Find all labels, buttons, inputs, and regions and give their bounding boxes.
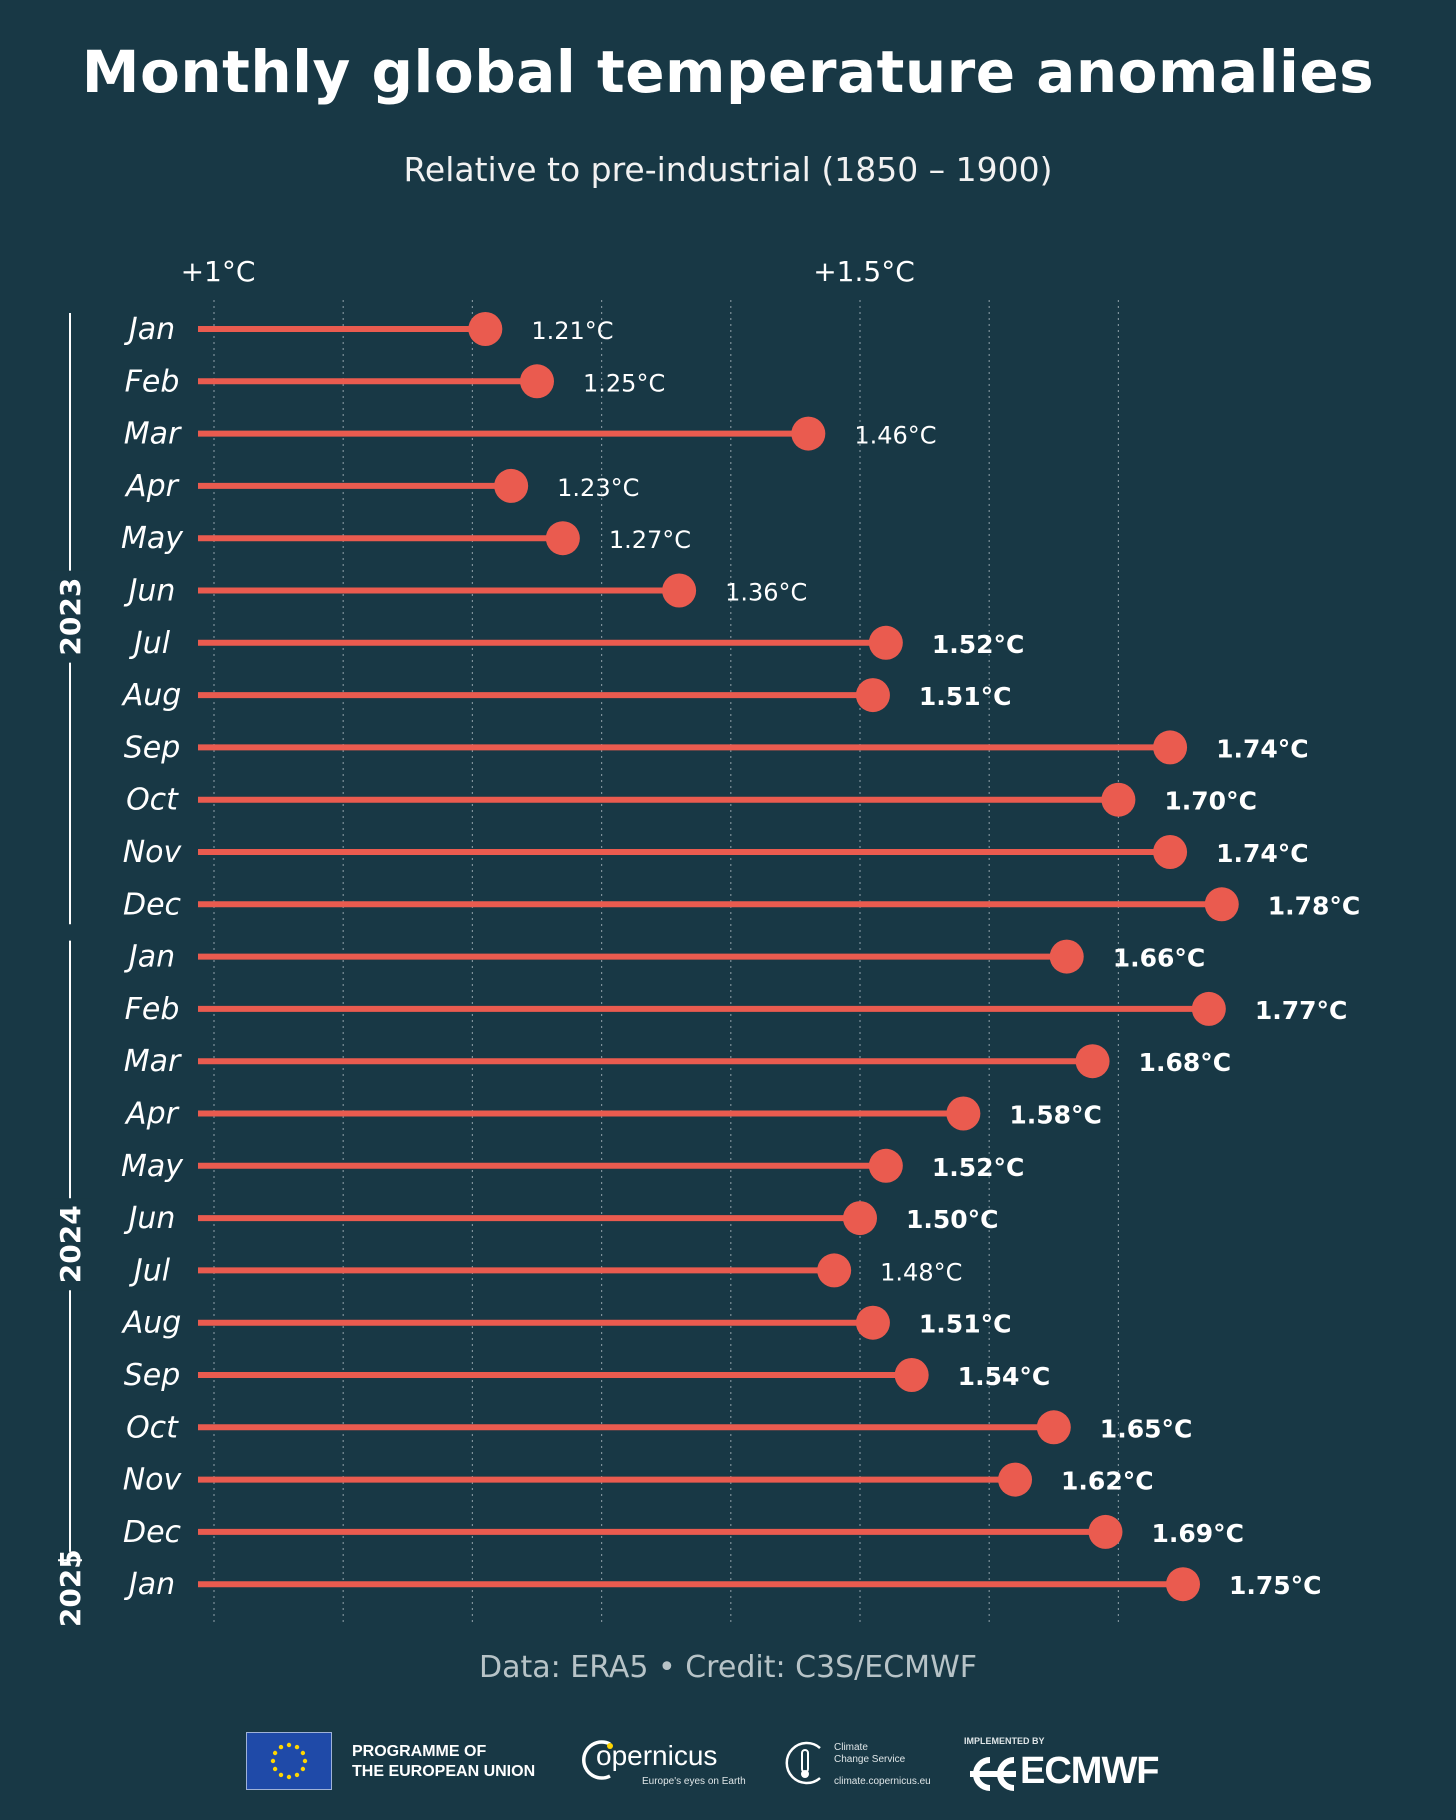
value-label: 1.23°C: [557, 474, 639, 502]
lollipop-dot: [1049, 939, 1084, 974]
lollipop-dot: [817, 1253, 852, 1288]
lollipop-dot: [468, 312, 503, 346]
value-label: 1.51°C: [919, 1310, 1012, 1339]
c3s-name: Climate Change Service: [834, 1742, 906, 1765]
month-label: Jul: [129, 626, 171, 661]
lollipop-dot: [843, 1201, 877, 1236]
page-title: Monthly global temperature anomalies: [81, 38, 1375, 106]
value-label: 1.66°C: [1113, 944, 1206, 973]
value-label: 1.52°C: [932, 1153, 1025, 1182]
value-label: 1.54°C: [958, 1362, 1051, 1391]
value-label: 1.27°C: [609, 526, 691, 554]
value-label: 1.78°C: [1268, 891, 1361, 920]
lollipop-dot: [855, 678, 890, 713]
month-label: Aug: [121, 1306, 182, 1341]
c3s-logo-icon: Climate Change Service climate.copernicu…: [780, 1734, 931, 1794]
lollipop-dot: [855, 1305, 890, 1340]
lollipop-dot: [868, 625, 903, 660]
eu-programme-text: PROGRAMME OF THE EUROPEAN UNION: [352, 1743, 536, 1780]
lollipop-dot: [894, 1358, 929, 1392]
copernicus-logo-icon: opernicus Europe's eyes on Earth: [580, 1734, 746, 1794]
lollipop-dot: [494, 468, 529, 503]
year-label: 2025: [54, 1549, 87, 1627]
month-label: Aug: [121, 678, 182, 713]
lollipop-dot: [662, 573, 697, 608]
month-label: Sep: [124, 1358, 181, 1393]
value-label: 1.58°C: [1009, 1101, 1102, 1130]
value-label: 1.46°C: [854, 422, 936, 450]
month-label: Jan: [124, 940, 175, 975]
lollipop-dot: [520, 364, 554, 399]
value-label: 1.21°C: [531, 317, 613, 345]
year-label-bg: [48, 1198, 92, 1291]
value-label: 1.69°C: [1151, 1519, 1244, 1548]
value-label: 1.74°C: [1216, 734, 1309, 763]
ecmwf-name: ECMWF: [1020, 1750, 1160, 1792]
value-label: 1.36°C: [725, 579, 807, 607]
month-label: Oct: [126, 783, 179, 818]
lollipop-dot: [1191, 991, 1226, 1026]
page-subtitle: Relative to pre-industrial (1850 – 1900): [403, 150, 1053, 189]
footer-logos: PROGRAMME OF THE EUROPEAN UNION opernicu…: [0, 1730, 1456, 1800]
month-label: Jun: [124, 574, 176, 609]
lollipop-dot: [1153, 730, 1188, 765]
year-label: 2024: [54, 1205, 87, 1283]
c3s-url: climate.copernicus.eu: [834, 1776, 931, 1787]
lollipop-dot: [998, 1462, 1033, 1497]
month-label: Jul: [129, 1253, 171, 1288]
month-label: Sep: [124, 730, 181, 765]
month-label: Oct: [126, 1410, 179, 1445]
value-label: 1.75°C: [1229, 1571, 1322, 1600]
value-label: 1.52°C: [932, 630, 1025, 659]
value-label: 1.48°C: [880, 1258, 962, 1286]
copernicus-name: opernicus: [596, 1740, 718, 1771]
lollipop-dot: [1101, 782, 1136, 817]
value-label: 1.51°C: [919, 682, 1012, 711]
year-label-bg: [48, 570, 92, 663]
lollipop-dot: [1075, 1044, 1110, 1079]
month-label: Dec: [123, 887, 182, 922]
month-label: Jan: [124, 1567, 175, 1602]
month-label: Jan: [124, 312, 175, 347]
month-label: Apr: [124, 1097, 180, 1132]
year-label: 2023: [54, 578, 87, 656]
value-label: 1.77°C: [1255, 996, 1348, 1025]
month-label: May: [121, 521, 184, 556]
lollipop-dot: [868, 1148, 903, 1183]
month-label: Apr: [124, 469, 180, 504]
x-tick-label: +1.5°C: [813, 255, 915, 288]
copernicus-tagline: Europe's eyes on Earth: [642, 1776, 746, 1787]
month-label: Dec: [123, 1515, 182, 1550]
value-label: 1.74°C: [1216, 839, 1309, 868]
x-tick-label: +1°C: [181, 255, 256, 288]
month-label: Nov: [123, 1463, 183, 1498]
lollipop-dot: [545, 521, 580, 556]
value-label: 1.25°C: [583, 369, 665, 397]
month-label: Feb: [125, 992, 180, 1027]
lollipop-dot: [1036, 1410, 1071, 1445]
ecmwf-logo-icon: IMPLEMENTED BY ECMWF: [964, 1732, 1194, 1794]
data-credit: Data: ERA5 • Credit: C3S/ECMWF: [479, 1650, 977, 1685]
month-label: Jun: [124, 1201, 176, 1236]
value-label: 1.62°C: [1061, 1467, 1154, 1496]
value-label: 1.50°C: [906, 1205, 999, 1234]
lollipop-dot: [1204, 887, 1239, 922]
lollipop-dot: [1153, 835, 1188, 869]
lollipop-dot: [791, 416, 826, 451]
lollipop-chart: +1°C +1.5°C 2023 2024 2025 Jan 1.21°C Feb 1.25…: [48, 255, 1361, 1628]
value-label: 1.70°C: [1164, 787, 1257, 816]
month-label: Mar: [124, 1044, 182, 1079]
month-label: Feb: [125, 364, 180, 399]
value-label: 1.68°C: [1139, 1048, 1232, 1077]
month-label: Mar: [124, 417, 182, 452]
lollipop-dot: [1088, 1514, 1123, 1549]
eu-flag-icon: [246, 1732, 332, 1790]
month-label: Nov: [123, 835, 183, 870]
lollipop-dot: [1166, 1567, 1200, 1602]
lollipop-dot: [946, 1096, 981, 1131]
value-label: 1.65°C: [1100, 1414, 1193, 1443]
ecmwf-implemented-by: IMPLEMENTED BY: [964, 1736, 1045, 1746]
month-label: May: [121, 1149, 184, 1184]
